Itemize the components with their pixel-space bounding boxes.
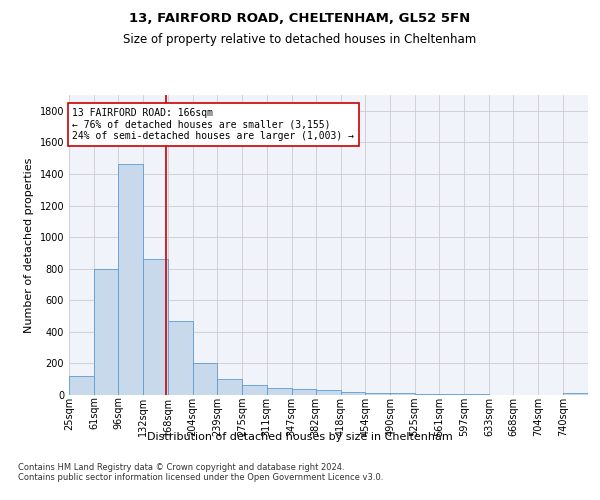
Bar — [563, 394, 588, 395]
Text: Contains HM Land Registry data © Crown copyright and database right 2024.
Contai: Contains HM Land Registry data © Crown c… — [18, 462, 383, 482]
Bar — [143, 259, 168, 395]
Bar — [341, 392, 365, 395]
Bar — [168, 321, 193, 395]
Bar — [242, 384, 266, 395]
Bar — [439, 394, 464, 395]
Bar — [118, 164, 143, 395]
Y-axis label: Number of detached properties: Number of detached properties — [24, 158, 34, 332]
Bar — [464, 394, 489, 395]
Bar — [365, 393, 391, 395]
Bar — [266, 388, 292, 395]
Bar — [292, 390, 316, 395]
Bar — [193, 364, 217, 395]
Bar — [94, 268, 118, 395]
Bar — [316, 390, 341, 395]
Text: 13, FAIRFORD ROAD, CHELTENHAM, GL52 5FN: 13, FAIRFORD ROAD, CHELTENHAM, GL52 5FN — [130, 12, 470, 26]
Bar — [391, 394, 415, 395]
Bar — [415, 394, 439, 395]
Text: Distribution of detached houses by size in Cheltenham: Distribution of detached houses by size … — [147, 432, 453, 442]
Text: Size of property relative to detached houses in Cheltenham: Size of property relative to detached ho… — [124, 32, 476, 46]
Bar — [69, 376, 94, 395]
Bar — [217, 379, 242, 395]
Text: 13 FAIRFORD ROAD: 166sqm
← 76% of detached houses are smaller (3,155)
24% of sem: 13 FAIRFORD ROAD: 166sqm ← 76% of detach… — [73, 108, 355, 141]
